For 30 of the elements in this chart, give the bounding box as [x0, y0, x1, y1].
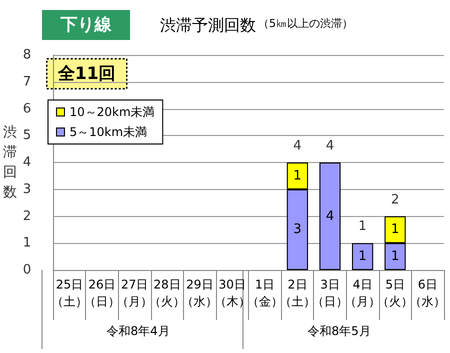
y-axis-title: 渋滞回数 [3, 124, 17, 200]
data-label: 4 [326, 208, 334, 224]
y-tick-label: 7 [22, 74, 32, 90]
data-label: 1 [391, 222, 400, 238]
y-tick-label: 3 [22, 182, 32, 197]
text: 令和8年4月 [106, 324, 170, 338]
data-label: 1 [293, 168, 302, 184]
annotation: 全11回 [56, 64, 116, 84]
bar [319, 162, 341, 270]
y-tick-label: 8 [22, 48, 32, 62]
text: 令和8年5月 [308, 324, 371, 338]
y-tick-label: 0 [22, 262, 32, 278]
y-tick-label: 4 [22, 155, 32, 170]
total-label: 1 [358, 219, 367, 234]
legend-label: 5～10km未満 [70, 125, 148, 139]
data-label: 1 [358, 249, 367, 264]
chart-subtitle: （5㎞以上の渋滞） [258, 17, 353, 30]
bar [352, 243, 374, 270]
y-tick-label: 6 [22, 101, 32, 116]
data-label: 1 [391, 249, 400, 264]
total-label: 4 [326, 138, 334, 154]
total-label: 4 [293, 138, 302, 154]
y-tick-label: 1 [22, 236, 32, 251]
text: 下り線 [60, 15, 112, 35]
legend-label: 10～20km未満 [70, 105, 155, 119]
chart-title: 渋滞予測回数 [160, 16, 256, 34]
y-tick-label: 5 [22, 128, 32, 144]
data-label: 3 [293, 222, 302, 238]
total-label: 2 [391, 192, 400, 208]
y-tick-label: 2 [22, 208, 32, 224]
